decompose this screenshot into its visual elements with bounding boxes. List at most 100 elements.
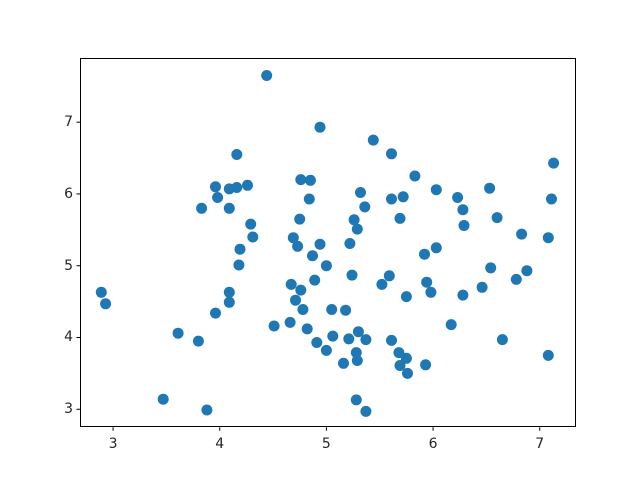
- data-point: [223, 202, 235, 214]
- data-point: [338, 357, 349, 369]
- data-point: [304, 174, 316, 186]
- data-point: [360, 405, 372, 417]
- data-point: [344, 238, 356, 249]
- y-tick-label: 4: [64, 329, 73, 346]
- data-point: [314, 238, 326, 250]
- y-tick-label: 6: [64, 185, 73, 202]
- x-tick-label: 6: [428, 436, 438, 452]
- x-tick-label: 5: [321, 436, 331, 452]
- data-point: [303, 193, 315, 205]
- data-point: [351, 223, 363, 235]
- data-point: [445, 319, 457, 331]
- data-point: [400, 352, 412, 364]
- data-point: [400, 291, 412, 303]
- data-point: [394, 212, 406, 224]
- data-point: [343, 333, 355, 345]
- data-point: [100, 298, 112, 310]
- y-tick-label: 3: [64, 401, 73, 418]
- data-point: [295, 284, 307, 296]
- data-point: [287, 232, 299, 244]
- data-point: [311, 337, 323, 348]
- data-point: [292, 240, 304, 252]
- data-point: [297, 304, 309, 315]
- data-point: [348, 214, 360, 226]
- data-point: [295, 174, 307, 186]
- data-point: [542, 349, 554, 361]
- scatter-points: [95, 70, 560, 417]
- x-tick-label: 7: [535, 436, 545, 452]
- data-point: [516, 228, 528, 240]
- data-point: [285, 278, 297, 290]
- data-point: [223, 296, 235, 308]
- y-tick-label: 7: [64, 114, 73, 131]
- data-point: [223, 286, 235, 298]
- data-point: [383, 270, 395, 282]
- data-point: [510, 273, 522, 285]
- data-point: [485, 262, 497, 274]
- data-point: [491, 212, 503, 224]
- data-point: [360, 334, 372, 346]
- data-point: [458, 220, 470, 231]
- data-point: [307, 250, 318, 262]
- data-point: [496, 334, 508, 346]
- data-point: [352, 326, 364, 338]
- data-point: [290, 294, 301, 306]
- data-point: [320, 260, 332, 272]
- data-point: [231, 149, 243, 160]
- data-point: [521, 265, 533, 277]
- data-point: [327, 330, 339, 342]
- data-point: [247, 231, 259, 243]
- data-point: [309, 274, 321, 286]
- data-point: [397, 191, 409, 203]
- axis-ticks: [76, 121, 541, 431]
- data-point: [420, 359, 432, 371]
- data-point: [242, 179, 253, 191]
- data-point: [340, 304, 352, 316]
- data-point: [393, 347, 405, 359]
- data-point: [484, 182, 496, 194]
- data-point: [402, 367, 413, 379]
- data-point: [245, 218, 257, 230]
- data-point: [320, 344, 332, 356]
- data-point: [231, 182, 243, 193]
- data-point: [212, 192, 224, 203]
- data-point: [476, 281, 488, 293]
- data-point: [210, 307, 221, 319]
- data-point: [457, 204, 469, 216]
- data-point: [234, 243, 246, 255]
- data-point: [386, 334, 397, 346]
- data-point: [386, 193, 397, 205]
- y-tick-label: 5: [64, 257, 73, 274]
- data-point: [421, 276, 433, 288]
- data-point: [314, 121, 326, 133]
- data-point: [386, 148, 397, 160]
- data-point: [409, 170, 421, 182]
- data-point: [430, 242, 442, 254]
- data-point: [301, 323, 313, 335]
- data-point: [367, 134, 379, 146]
- x-tick-label: 3: [108, 436, 118, 452]
- data-point: [284, 316, 296, 328]
- data-point: [548, 157, 560, 169]
- data-point: [457, 289, 469, 301]
- data-point: [210, 181, 221, 193]
- data-point: [359, 201, 371, 213]
- data-point: [326, 304, 338, 315]
- data-point: [546, 193, 557, 205]
- data-point: [425, 286, 437, 298]
- data-point: [542, 232, 554, 244]
- data-point: [355, 187, 366, 198]
- data-point: [196, 202, 208, 214]
- data-point: [157, 393, 169, 405]
- data-point: [95, 286, 107, 298]
- x-tick-label: 4: [215, 436, 225, 452]
- data-point: [350, 394, 362, 406]
- data-point: [419, 248, 430, 260]
- plot-area: [80, 58, 576, 427]
- data-point: [201, 404, 213, 416]
- data-point: [430, 184, 442, 196]
- data-point: [294, 213, 306, 225]
- data-point: [394, 360, 406, 371]
